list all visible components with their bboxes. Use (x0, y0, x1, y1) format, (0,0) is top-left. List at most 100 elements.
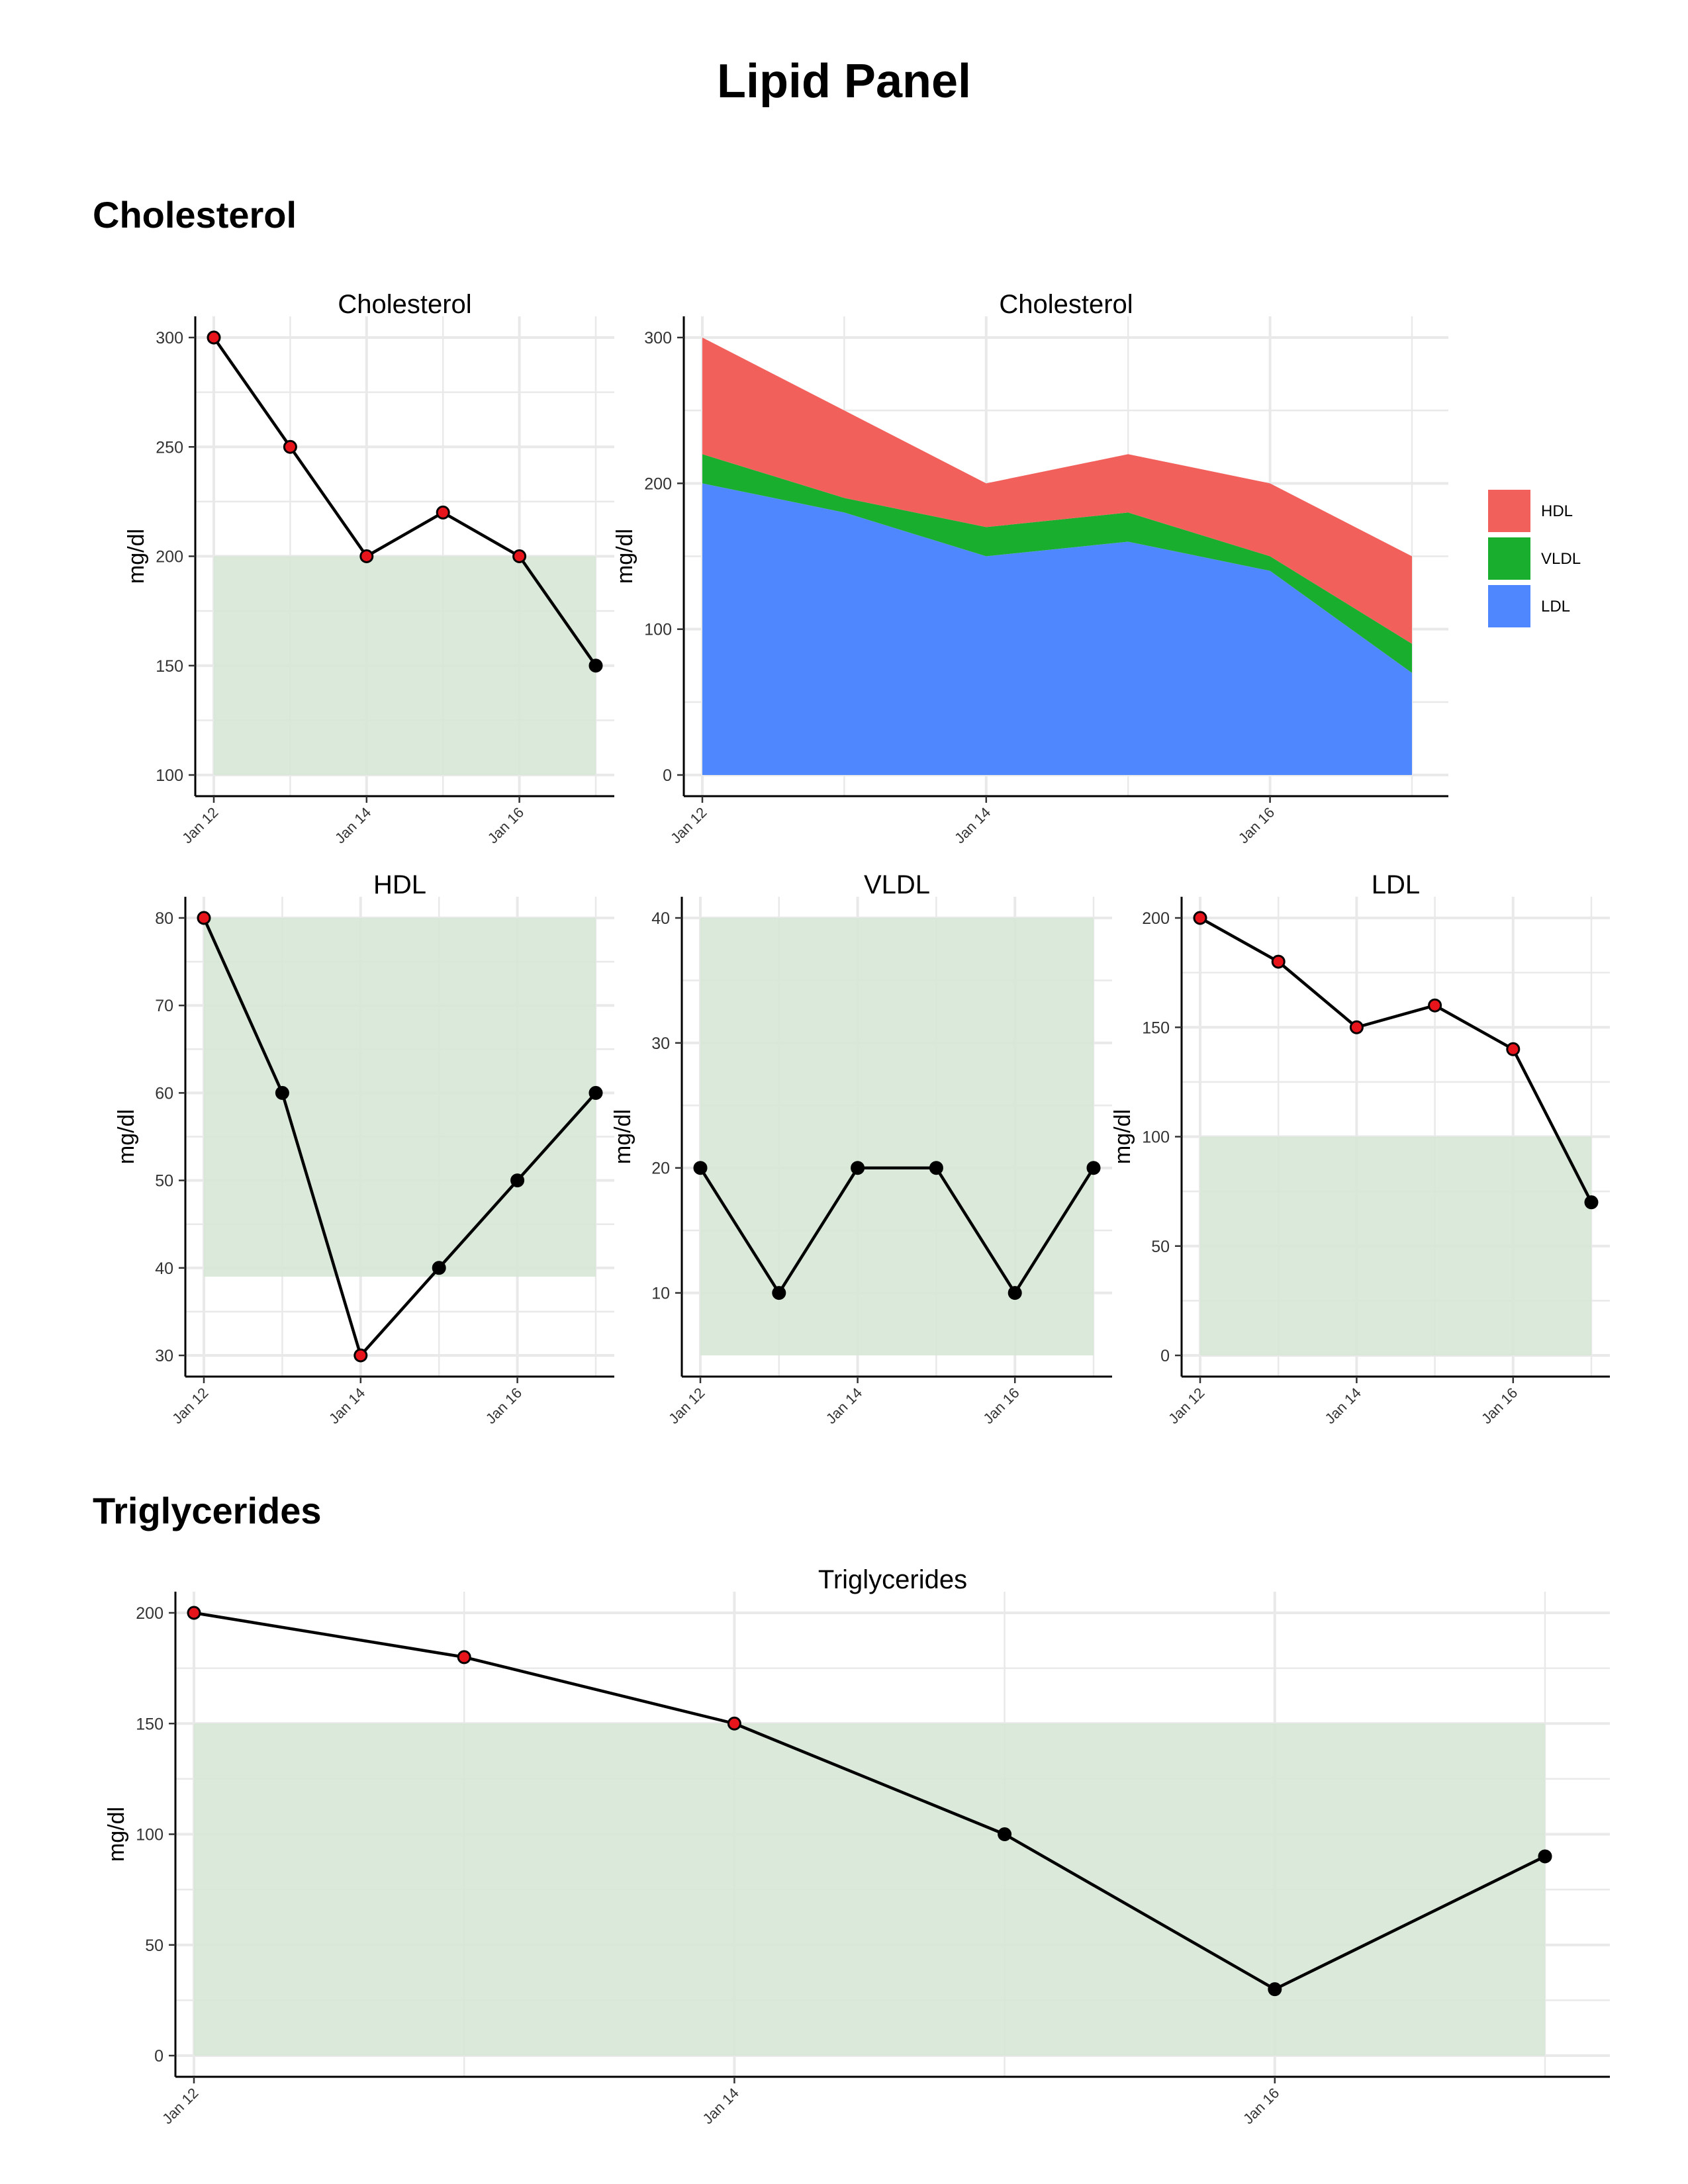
y-tick-label: 200 (644, 475, 672, 493)
data-point (1538, 1849, 1552, 1864)
y-tick-label: 80 (155, 909, 173, 928)
y-tick-label: 200 (156, 548, 183, 567)
data-point (1268, 1982, 1282, 1997)
data-point (275, 1085, 289, 1100)
reference-range-band (194, 1723, 1545, 2056)
series-line (212, 336, 597, 667)
y-tick-label: 0 (663, 766, 672, 785)
data-point (727, 1716, 741, 1731)
y-tick-label: 10 (651, 1285, 670, 1303)
data-point (1428, 998, 1442, 1013)
reference-range-band (1200, 1136, 1591, 1355)
data-point (588, 1085, 603, 1100)
legend-swatch-vldl (1488, 537, 1530, 580)
chart-title: LDL (1372, 870, 1420, 899)
data-point (1193, 911, 1207, 925)
y-tick-label: 100 (156, 766, 183, 785)
y-tick-label: 40 (155, 1259, 173, 1278)
page-title: Lipid Panel (716, 55, 972, 108)
y-axis-label: mg/dl (124, 529, 149, 584)
legend-label-hdl: HDL (1541, 502, 1573, 520)
chart-title: HDL (373, 870, 426, 899)
reference-range-band (700, 918, 1094, 1355)
y-tick-label: 150 (136, 1715, 164, 1733)
y-tick-label: 250 (156, 438, 183, 457)
y-tick-label: 0 (1160, 1347, 1170, 1365)
area-ldl (702, 483, 1412, 775)
y-tick-label: 40 (651, 909, 670, 928)
y-axis-label: mg/dl (104, 1807, 129, 1862)
data-point (929, 1161, 943, 1175)
y-tick-label: 100 (1142, 1128, 1170, 1147)
series-line (699, 1166, 1095, 1295)
y-tick-label: 0 (154, 2047, 164, 2066)
y-tick-label: 200 (136, 1604, 164, 1623)
data-point (353, 1348, 368, 1363)
y-tick-label: 30 (651, 1034, 670, 1053)
section-title-cholesterol: Cholesterol (93, 194, 297, 236)
y-tick-label: 200 (1142, 909, 1170, 928)
data-point (187, 1606, 201, 1620)
reference-range-band (204, 918, 596, 1277)
legend-label-ldl: LDL (1541, 598, 1570, 615)
legend: HDL VLDL LDL (1488, 490, 1581, 627)
data-point (998, 1827, 1012, 1841)
data-point (432, 1261, 446, 1275)
area-vldl (702, 454, 1412, 673)
y-tick-label: 300 (156, 329, 183, 347)
chart-title: Triglycerides (818, 1565, 967, 1594)
section-title-triglycerides: Triglycerides (93, 1490, 322, 1531)
data-point (772, 1286, 786, 1300)
y-axis-label: mg/dl (612, 529, 637, 584)
y-tick-label: 50 (1151, 1238, 1170, 1256)
y-tick-label: 100 (136, 1826, 164, 1844)
data-point (1506, 1042, 1521, 1056)
series-line (202, 917, 597, 1357)
y-tick-label: 50 (155, 1172, 173, 1191)
y-tick-label: 300 (644, 329, 672, 347)
y-axis-label: mg/dl (1110, 1109, 1135, 1164)
x-tick-label: Jan 14 (700, 2085, 742, 2127)
data-point (436, 505, 450, 520)
y-tick-label: 30 (155, 1347, 173, 1365)
data-point (510, 1173, 525, 1188)
data-point (1086, 1161, 1101, 1175)
data-point (588, 659, 603, 673)
data-point (512, 549, 527, 563)
y-tick-label: 60 (155, 1084, 173, 1103)
y-tick-label: 100 (644, 621, 672, 639)
data-point (207, 330, 221, 345)
area-hdl (702, 338, 1412, 644)
chart-title: Cholesterol (999, 290, 1133, 319)
legend-label-vldl: VLDL (1541, 550, 1581, 568)
y-axis-label: mg/dl (114, 1109, 139, 1164)
data-point (283, 439, 297, 454)
y-tick-label: 70 (155, 997, 173, 1015)
y-axis-label: mg/dl (610, 1109, 635, 1164)
legend-swatch-ldl (1488, 585, 1530, 627)
data-point (197, 911, 211, 925)
data-point (359, 549, 374, 563)
y-tick-label: 150 (156, 657, 183, 676)
series-line (1199, 917, 1593, 1203)
legend-swatch-hdl (1488, 490, 1530, 532)
chart-title: VLDL (864, 870, 930, 899)
y-tick-label: 150 (1142, 1019, 1170, 1037)
reference-range-band (214, 556, 596, 775)
data-point (1008, 1286, 1022, 1300)
y-tick-label: 20 (651, 1160, 670, 1178)
x-tick-label: Jan 12 (159, 2085, 201, 2127)
data-point (1584, 1195, 1599, 1210)
x-tick-label: Jan 16 (1240, 2085, 1282, 2127)
data-point (851, 1161, 865, 1175)
chart-title: Cholesterol (338, 290, 471, 319)
data-point (1271, 954, 1286, 969)
y-tick-label: 50 (145, 1936, 164, 1955)
